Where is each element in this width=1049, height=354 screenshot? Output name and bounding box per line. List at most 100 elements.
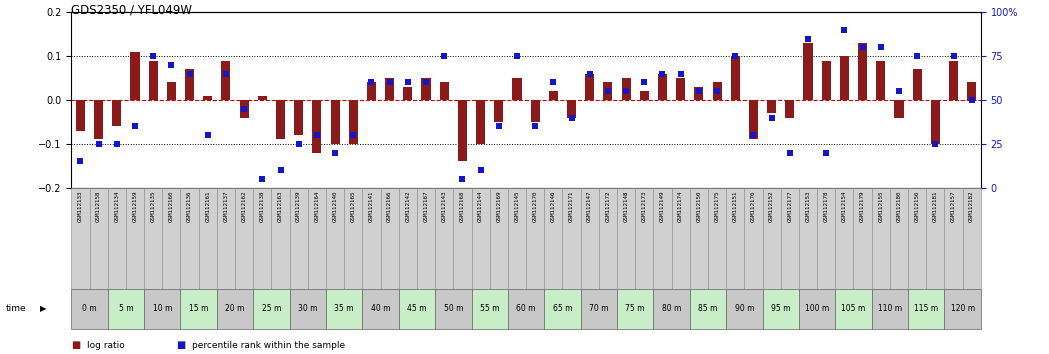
Text: GSM112136: GSM112136 — [187, 191, 192, 222]
Point — [636, 80, 652, 85]
Bar — [221, 61, 231, 100]
Bar — [835, 289, 872, 329]
Point — [435, 53, 452, 59]
Text: GSM112167: GSM112167 — [424, 191, 429, 222]
Text: 5 m: 5 m — [119, 304, 133, 313]
Point — [655, 71, 671, 76]
Bar — [108, 188, 126, 289]
Bar — [362, 188, 381, 289]
Text: percentile rank within the sample: percentile rank within the sample — [192, 342, 345, 350]
Text: GSM112145: GSM112145 — [514, 191, 519, 222]
Bar — [908, 188, 926, 289]
Bar — [835, 188, 854, 289]
Bar — [617, 289, 654, 329]
Bar — [294, 100, 303, 135]
Bar — [531, 100, 540, 122]
Text: GSM112135: GSM112135 — [151, 191, 155, 222]
Point — [563, 115, 580, 120]
Bar — [76, 100, 85, 131]
Bar — [636, 188, 654, 289]
Text: 65 m: 65 m — [553, 304, 572, 313]
Bar — [731, 56, 740, 100]
Text: 40 m: 40 m — [370, 304, 390, 313]
Bar — [658, 74, 667, 100]
Bar — [403, 87, 412, 100]
Point — [854, 45, 871, 50]
Point — [581, 71, 598, 76]
Text: 100 m: 100 m — [805, 304, 829, 313]
Text: 115 m: 115 m — [914, 304, 938, 313]
Text: GSM112180: GSM112180 — [897, 191, 901, 222]
Text: GSM112152: GSM112152 — [769, 191, 774, 222]
Point — [927, 141, 944, 147]
Bar — [944, 188, 963, 289]
Point — [291, 141, 307, 147]
Text: 45 m: 45 m — [407, 304, 427, 313]
Text: GSM112154: GSM112154 — [842, 191, 847, 222]
Text: 80 m: 80 m — [662, 304, 681, 313]
Point — [108, 141, 125, 147]
Text: GSM112162: GSM112162 — [241, 191, 247, 222]
Bar — [890, 188, 908, 289]
Text: ■: ■ — [71, 341, 81, 350]
Bar — [326, 289, 362, 329]
Bar — [763, 188, 780, 289]
Point — [308, 132, 325, 138]
Bar — [895, 100, 903, 118]
Bar — [690, 188, 708, 289]
Text: GSM112171: GSM112171 — [569, 191, 574, 222]
Point — [254, 176, 271, 182]
Text: GSM112156: GSM112156 — [915, 191, 920, 222]
Bar — [786, 100, 794, 118]
Point — [145, 53, 162, 59]
Text: GSM112157: GSM112157 — [951, 191, 956, 222]
Bar — [344, 188, 362, 289]
Text: 85 m: 85 m — [699, 304, 718, 313]
Point — [509, 53, 526, 59]
Text: GSM112177: GSM112177 — [788, 191, 792, 222]
Bar — [671, 188, 690, 289]
Text: GSM112161: GSM112161 — [206, 191, 210, 222]
Text: 10 m: 10 m — [152, 304, 172, 313]
Bar — [508, 188, 526, 289]
Bar — [185, 69, 194, 100]
Bar — [599, 188, 617, 289]
Bar — [307, 188, 326, 289]
Bar — [71, 188, 89, 289]
Bar — [568, 100, 576, 118]
Bar — [767, 100, 776, 113]
Point — [690, 88, 707, 94]
Point — [454, 176, 471, 182]
Bar — [144, 188, 163, 289]
Text: GSM112176: GSM112176 — [751, 191, 756, 222]
Text: 70 m: 70 m — [590, 304, 608, 313]
Bar — [471, 188, 490, 289]
Point — [217, 71, 234, 76]
Point — [891, 88, 907, 94]
Bar — [949, 61, 958, 100]
Bar — [562, 188, 581, 289]
Point — [72, 159, 89, 164]
Point — [199, 132, 216, 138]
Bar — [217, 188, 235, 289]
Text: GSM112168: GSM112168 — [459, 191, 465, 222]
Text: GSM112163: GSM112163 — [278, 191, 283, 222]
Bar — [385, 78, 394, 100]
Point — [363, 80, 380, 85]
Bar — [799, 289, 835, 329]
Point — [381, 80, 398, 85]
Bar — [712, 82, 722, 100]
Text: 25 m: 25 m — [262, 304, 281, 313]
Bar — [804, 43, 813, 100]
Point — [873, 45, 890, 50]
Bar — [854, 188, 872, 289]
Bar — [253, 188, 272, 289]
Text: log ratio: log ratio — [87, 342, 125, 350]
Text: GSM112144: GSM112144 — [478, 191, 484, 222]
Text: GSM112147: GSM112147 — [587, 191, 593, 222]
Bar — [821, 61, 831, 100]
Text: 30 m: 30 m — [298, 304, 318, 313]
Bar — [167, 82, 176, 100]
Point — [945, 53, 962, 59]
Text: GSM112149: GSM112149 — [660, 191, 665, 222]
